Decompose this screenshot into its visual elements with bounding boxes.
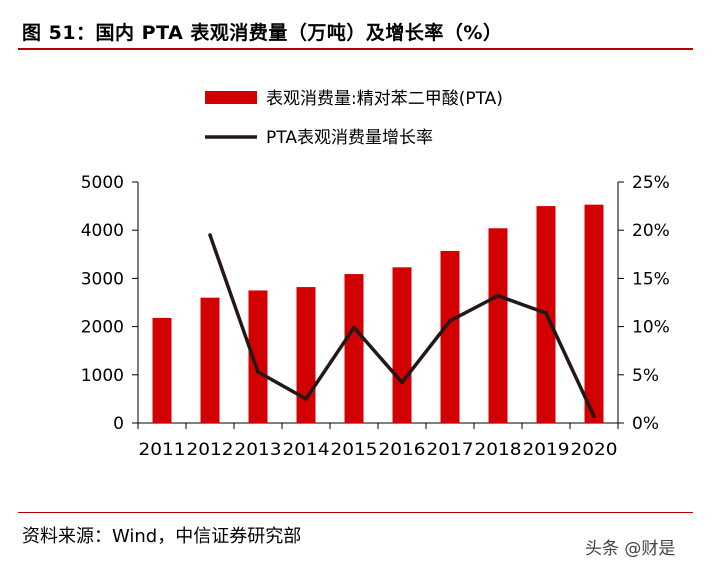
right-tick-label: 0% xyxy=(632,414,659,434)
x-tick-label: 2020 xyxy=(571,440,618,460)
growth-point-2018 xyxy=(496,293,500,298)
growth-point-2020 xyxy=(592,414,596,419)
left-tick-label: 2000 xyxy=(81,318,124,338)
bar-2020 xyxy=(584,204,604,423)
bar-2015 xyxy=(344,274,364,423)
legend-label-growth: PTA表观消费量增长率 xyxy=(266,128,433,148)
bar-2011 xyxy=(152,317,172,423)
growth-point-2017 xyxy=(448,319,452,323)
right-tick-label: 25% xyxy=(632,173,670,193)
figure-title: 图 51：国内 PTA 表观消费量（万吨）及增长率（%） xyxy=(22,22,503,44)
x-tick-label: 2015 xyxy=(331,440,378,460)
x-tick-label: 2012 xyxy=(187,440,234,460)
x-tick-label: 2011 xyxy=(139,440,186,460)
x-tick-label: 2013 xyxy=(235,440,282,460)
bar-series xyxy=(152,204,604,423)
watermark: 头条 @财是 xyxy=(585,539,676,559)
left-tick-label: 0 xyxy=(113,414,124,434)
growth-point-2019 xyxy=(544,311,548,315)
growth-point-2015 xyxy=(352,325,356,330)
x-tick-label: 2016 xyxy=(379,440,426,460)
bar-2013 xyxy=(248,290,268,423)
left-tick-label: 4000 xyxy=(81,221,124,241)
x-tick-label: 2018 xyxy=(475,440,522,460)
x-tick-label: 2017 xyxy=(427,440,474,460)
growth-point-2012 xyxy=(208,233,212,237)
source-note: 资料来源：Wind，中信证券研究部 xyxy=(22,526,302,547)
source-divider xyxy=(18,512,693,513)
growth-point-2016 xyxy=(400,380,404,385)
right-tick-label: 15% xyxy=(632,269,670,289)
left-tick-label: 3000 xyxy=(81,269,124,289)
bar-2016 xyxy=(392,267,412,423)
right-tick-label: 20% xyxy=(632,221,670,241)
chart: 表观消费量:精对苯二甲酸(PTA) PTA表观消费量增长率 0 1000 2000 30… xyxy=(81,89,670,460)
x-tick-label: 2019 xyxy=(523,440,570,460)
bar-2012 xyxy=(200,297,220,423)
legend-swatch-consumption xyxy=(205,91,257,104)
line-series xyxy=(208,233,596,419)
left-tick-label: 1000 xyxy=(81,366,124,386)
legend: 表观消费量:精对苯二甲酸(PTA) PTA表观消费量增长率 xyxy=(205,89,503,148)
bar-2014 xyxy=(296,287,316,423)
right-tick-label: 5% xyxy=(632,366,659,386)
growth-point-2013 xyxy=(256,370,260,374)
bar-2018 xyxy=(488,228,508,423)
bar-2017 xyxy=(440,250,460,423)
title-divider xyxy=(18,48,693,50)
right-tick-label: 10% xyxy=(632,318,670,338)
left-tick-label: 5000 xyxy=(81,173,124,193)
growth-point-2014 xyxy=(304,397,308,401)
x-tick-label: 2014 xyxy=(283,440,330,460)
legend-label-consumption: 表观消费量:精对苯二甲酸(PTA) xyxy=(266,89,503,109)
